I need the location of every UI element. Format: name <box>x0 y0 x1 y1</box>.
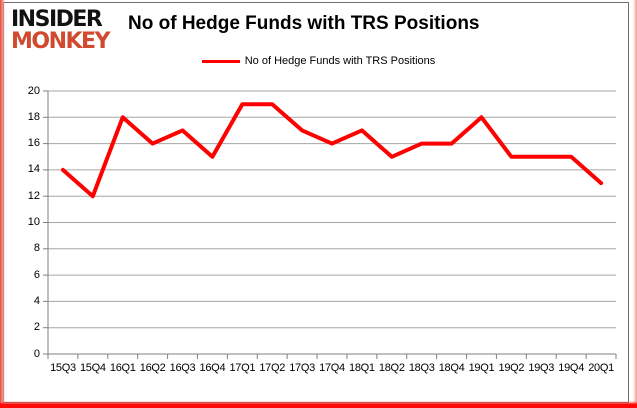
y-axis-tick-label: 6 <box>33 268 40 281</box>
x-axis-tick-label: 15Q3 <box>50 362 76 374</box>
logo-insider-text: INSIDER <box>11 7 103 32</box>
chart-title: No of Hedge Funds with TRS Positions <box>128 13 480 34</box>
x-axis-tick-label: 16Q1 <box>109 362 136 374</box>
y-axis-tick-label: 12 <box>27 189 40 202</box>
x-axis-tick-label: 17Q4 <box>319 362 345 374</box>
frame-edge-left <box>0 0 5 408</box>
x-axis-tick-label: 19Q1 <box>468 362 495 374</box>
legend-line-swatch <box>201 59 240 63</box>
y-axis-tick-label: 18 <box>27 110 40 123</box>
x-axis-tick-label: 19Q3 <box>528 362 555 374</box>
y-axis-tick-label: 14 <box>27 163 40 176</box>
logo-monkey-text: MONKEY <box>11 29 111 54</box>
x-axis-tick-label: 18Q4 <box>438 362 465 374</box>
x-axis-tick-label: 16Q4 <box>199 362 226 374</box>
frame-edge-right <box>633 0 637 408</box>
x-axis-tick-label: 17Q2 <box>259 362 286 374</box>
legend-label: No of Hedge Funds with TRS Positions <box>244 55 436 67</box>
insider-monkey-logo: INSIDER MONKEY <box>11 7 111 54</box>
y-axis-tick-label: 10 <box>27 216 40 228</box>
y-axis-tick-label: 8 <box>33 242 40 255</box>
x-axis-tick-label: 18Q3 <box>408 362 435 374</box>
y-axis-tick-label: 20 <box>27 84 40 97</box>
x-axis-tick-label: 16Q3 <box>169 362 196 374</box>
x-axis-tick-label: 15Q4 <box>79 362 106 374</box>
x-axis-tick-label: 16Q2 <box>139 362 166 374</box>
y-axis-tick-label: 4 <box>33 294 40 307</box>
x-axis-tick-label: 18Q2 <box>378 362 405 374</box>
legend: No of Hedge Funds with TRS Positions <box>0 55 637 67</box>
y-axis-tick-label: 16 <box>27 137 40 150</box>
x-axis-tick-label: 19Q2 <box>498 362 525 374</box>
x-axis-tick-label: 17Q3 <box>289 362 315 374</box>
x-axis-tick-label: 20Q1 <box>588 362 614 374</box>
y-axis-tick-label: 2 <box>33 321 40 334</box>
x-axis-tick-label: 17Q1 <box>229 362 256 374</box>
y-axis-tick-label: 0 <box>33 347 40 360</box>
x-axis-tick-label: 19Q4 <box>558 362 585 374</box>
x-axis-tick-label: 18Q1 <box>349 362 375 374</box>
frame-edge-bottom <box>0 401 637 408</box>
